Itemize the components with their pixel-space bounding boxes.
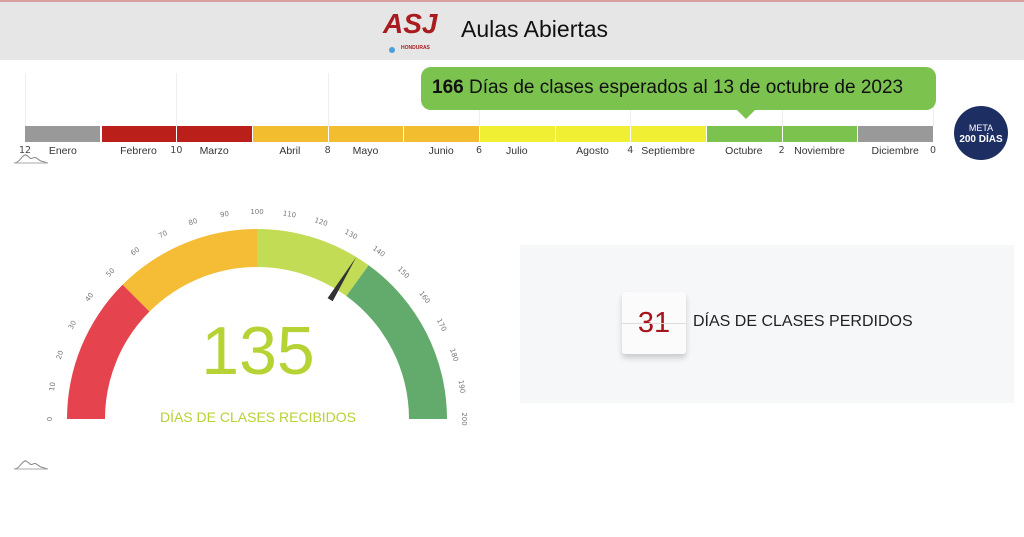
meta-badge: META 200 DÍAS xyxy=(954,106,1008,160)
gauge-band xyxy=(67,284,150,419)
month-segment xyxy=(101,126,177,142)
gauge-tick-label: 60 xyxy=(129,246,141,258)
expected-days-text: Días de clases esperados al 13 de octubr… xyxy=(463,77,904,98)
asj-logo: ASJ HONDURAS xyxy=(382,8,439,53)
scale-label: 12 xyxy=(18,145,32,156)
meta-label: META xyxy=(968,123,994,133)
gauge-tick-label: 0 xyxy=(46,417,54,421)
gauge-band xyxy=(122,229,257,312)
month-label: Mayo xyxy=(352,145,379,157)
gauge-tick-label: 180 xyxy=(448,347,460,362)
month-segment xyxy=(555,126,631,142)
month-segment xyxy=(404,126,479,142)
meta-value: 200 DÍAS xyxy=(959,134,1003,145)
month-segment xyxy=(253,126,328,142)
gauge-label: DÍAS DE CLASES RECIBIDOS xyxy=(160,409,356,425)
scale-label: 0 xyxy=(929,145,937,156)
scale-label: 4 xyxy=(627,145,634,156)
gauge-tick-label: 190 xyxy=(456,379,466,393)
month-segment xyxy=(480,126,555,142)
month-label: Abril xyxy=(279,145,301,157)
month-segment xyxy=(782,126,858,142)
gauge-tick-label: 40 xyxy=(84,291,96,303)
gridline xyxy=(25,73,26,126)
gauge-tick-label: 80 xyxy=(188,217,199,227)
month-label: Marzo xyxy=(199,145,229,157)
month-label: Agosto xyxy=(576,145,609,157)
scale-label: 8 xyxy=(324,145,331,156)
gauge-tick-label: 170 xyxy=(435,317,448,333)
expected-days-value: 166 xyxy=(432,77,464,98)
lost-days-label: DÍAS DE CLASES PERDIDOS xyxy=(693,313,913,330)
gauge-tick-label: 30 xyxy=(67,319,78,331)
svg-text:HONDURAS: HONDURAS xyxy=(401,45,431,51)
gridline xyxy=(327,73,329,126)
gauge-tick-label: 120 xyxy=(313,216,328,228)
month-segment xyxy=(858,126,933,142)
gauge-tick-label: 130 xyxy=(343,228,359,241)
month-segment xyxy=(631,126,706,142)
gauge-value: 135 xyxy=(201,313,314,389)
month-label: Octubre xyxy=(725,145,763,157)
days-received-gauge: 0 10 20 30 40 50 60 70 80 90 100 110 120 130 140 150 160… xyxy=(46,208,468,426)
month-label: Julio xyxy=(506,145,528,157)
sparkline-icon xyxy=(14,154,48,164)
month-label: Febrero xyxy=(120,145,157,157)
gauge-band xyxy=(346,265,447,419)
lost-days-card: 31 xyxy=(622,292,686,354)
gauge-tick-label: 20 xyxy=(55,350,65,361)
scale-label: 2 xyxy=(778,145,785,156)
expected-days-callout: 166 Días de clases esperados al 13 de oc… xyxy=(421,67,936,119)
header: ASJ HONDURAS Aulas Abiertas xyxy=(0,0,1024,60)
scale-label: 6 xyxy=(475,145,483,156)
gauge-needle xyxy=(327,256,357,302)
month-segment xyxy=(25,126,100,142)
scale-label: 10 xyxy=(170,145,183,156)
gauge-tick-label: 160 xyxy=(417,290,431,306)
page-title: Aulas Abiertas xyxy=(461,16,609,42)
svg-text:ASJ: ASJ xyxy=(382,8,439,39)
month-label: Septiembre xyxy=(641,145,696,157)
gauge-tick-label: 70 xyxy=(157,229,169,240)
gauge-tick-label: 200 xyxy=(460,412,468,425)
month-segment xyxy=(707,126,782,142)
month-label: Junio xyxy=(428,145,454,157)
gauge-tick-label: 90 xyxy=(220,210,230,219)
gauge-tick-label: 140 xyxy=(371,244,387,258)
gauge-tick-label: 110 xyxy=(282,210,296,220)
month-label: Enero xyxy=(48,145,77,157)
month-label: Diciembre xyxy=(871,145,919,157)
gauge-tick-label: 100 xyxy=(250,208,263,216)
gridline xyxy=(176,73,178,126)
month-segment xyxy=(177,126,252,142)
sparkline-icon xyxy=(14,460,48,470)
gauge-tick-label: 10 xyxy=(48,382,57,392)
gauge-tick-label: 150 xyxy=(396,265,411,280)
lost-days-panel xyxy=(520,245,1014,403)
month-label: Noviembre xyxy=(794,145,845,157)
gauge-tick-label: 50 xyxy=(105,267,117,279)
month-segment xyxy=(328,126,404,142)
